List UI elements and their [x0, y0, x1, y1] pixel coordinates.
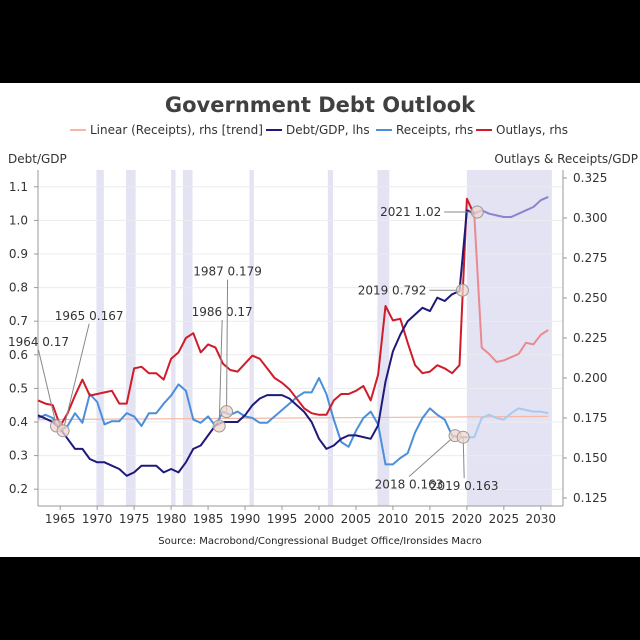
left-tick-label: 1.0: [9, 213, 28, 227]
legend-label-2: Receipts, rhs: [396, 123, 473, 137]
x-tick-label: 1995: [267, 512, 298, 526]
series-line-outlays-rhs: [37, 197, 476, 427]
legend-label-0: Linear (Receipts), rhs [trend]: [90, 123, 263, 137]
left-tick-label: 0.2: [9, 482, 28, 496]
recession-band-4: [249, 170, 254, 506]
series-line-outlays-projection: [473, 214, 549, 363]
left-axis-title: Debt/GDP: [8, 152, 67, 166]
annotation-marker-6: [455, 283, 469, 297]
right-tick-label: 0.150: [573, 451, 607, 465]
annotation-label-2: 1986 0.17: [192, 305, 253, 319]
annotation-leader-0: [37, 349, 57, 427]
left-tick-label: 0.5: [9, 381, 28, 395]
annotation-label-4: 2018 0.163: [375, 478, 444, 492]
annotation-marker-1: [56, 424, 70, 438]
series-line-linear-receipts-rhs-trend-: [37, 415, 549, 421]
series-line-debt-gdp-lhs: [37, 209, 475, 477]
series-line-debt-gdp-projection: [473, 195, 549, 218]
annotation-label-1: 1965 0.167: [55, 309, 124, 323]
x-tick-label: 2010: [378, 512, 409, 526]
chart-title: Government Debt Outlook: [165, 93, 476, 117]
x-tick-label: 2020: [452, 512, 483, 526]
x-tick-label: 1965: [45, 512, 76, 526]
right-tick-label: 0.250: [573, 291, 607, 305]
annotation-leader-2: [218, 319, 223, 427]
debt-outlook-chart: Government Debt Outlook Linear (Receipts…: [8, 93, 638, 547]
annotation-label-0: 1964 0.17: [8, 335, 69, 349]
series-lines: [37, 195, 549, 477]
x-tick-label: 1975: [119, 512, 150, 526]
left-tick-label: 1.1: [9, 180, 28, 194]
left-tick-label: 0.3: [9, 449, 28, 463]
right-tick-label: 0.125: [573, 491, 607, 505]
right-axis-title: Outlays & Receipts/GDP: [494, 152, 638, 166]
annotation-marker-3: [220, 405, 234, 419]
annotation-leader-4: [408, 435, 456, 477]
left-tick-label: 0.8: [9, 281, 28, 295]
annotation-marker-7: [470, 205, 484, 219]
left-tick-label: 0.9: [9, 247, 28, 261]
x-tick-label: 2030: [526, 512, 557, 526]
annotation-leader-3: [226, 279, 229, 412]
recession-band-2: [171, 170, 176, 506]
right-tick-label: 0.225: [573, 331, 607, 345]
series-line-receipts-projection: [466, 407, 549, 439]
right-tick-label: 0.325: [573, 171, 607, 185]
annotation-marker-5: [456, 430, 470, 444]
annotation-label-5: 2019 0.163: [430, 479, 499, 493]
legend-label-1: Debt/GDP, lhs: [286, 123, 370, 137]
annotation-leader-5: [462, 437, 465, 479]
recession-band-7: [467, 170, 470, 506]
x-tick-label: 2025: [489, 512, 520, 526]
legend: Linear (Receipts), rhs [trend] Debt/GDP, …: [70, 123, 568, 137]
source-note: Source: Macrobond/Congressional Budget O…: [158, 536, 481, 547]
x-tick-label: 1985: [193, 512, 224, 526]
axes: 0.2 0.3 0.4 0.5 0.6 0.7 0.8 0.9 1.0 1.1 0.125 0.150…: [9, 170, 607, 526]
left-tick-label: 0.4: [9, 415, 28, 429]
recession-band-1: [125, 170, 136, 506]
annotation-label-3: 1987 0.179: [193, 265, 262, 279]
annotation-label-6: 2019 0.792: [358, 283, 427, 297]
annotation-marker-2: [212, 419, 226, 433]
annotation-leader-1: [62, 323, 90, 431]
recession-band-6: [377, 170, 390, 506]
right-tick-label: 0.300: [573, 211, 607, 225]
chart-frame: Government Debt Outlook Linear (Receipts…: [0, 83, 640, 557]
x-tick-label: 2005: [341, 512, 372, 526]
x-tick-label: 1980: [156, 512, 187, 526]
series-line-receipts-rhs: [37, 377, 467, 466]
legend-label-3: Outlays, rhs: [496, 123, 568, 137]
recession-band-0: [96, 170, 104, 506]
x-tick-label: 1990: [230, 512, 261, 526]
right-tick-label: 0.275: [573, 251, 607, 265]
x-tick-label: 2000: [304, 512, 335, 526]
annotations: 1964 0.17 1965 0.167 1986 0.17 1987 0.179 20…: [8, 205, 499, 493]
left-tick-label: 0.6: [9, 348, 28, 362]
x-tick-label: 1970: [82, 512, 113, 526]
recession-band-5: [327, 170, 334, 506]
left-tick-label: 0.7: [9, 314, 28, 328]
right-tick-label: 0.175: [573, 411, 607, 425]
x-tick-label: 2015: [415, 512, 446, 526]
annotation-label-7: 2021 1.02: [380, 205, 441, 219]
right-tick-label: 0.200: [573, 371, 607, 385]
